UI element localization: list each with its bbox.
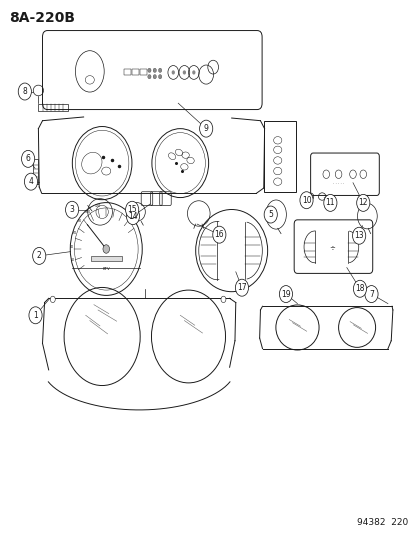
Circle shape	[279, 286, 292, 303]
Circle shape	[24, 173, 38, 190]
Circle shape	[263, 206, 277, 223]
Circle shape	[153, 68, 156, 72]
Text: 9: 9	[203, 124, 208, 133]
Text: 17: 17	[237, 283, 246, 292]
Circle shape	[364, 286, 377, 303]
Circle shape	[50, 296, 55, 303]
Text: 8: 8	[22, 87, 27, 96]
Text: 8A-220B: 8A-220B	[9, 11, 76, 25]
FancyBboxPatch shape	[91, 256, 121, 261]
Circle shape	[29, 307, 42, 324]
Circle shape	[18, 83, 31, 100]
Text: 20: 20	[71, 259, 75, 262]
Circle shape	[153, 75, 156, 79]
Text: 14: 14	[128, 212, 138, 221]
Circle shape	[352, 227, 365, 244]
Text: 40: 40	[70, 245, 74, 249]
Text: · · · · ·: · · · · ·	[332, 182, 343, 187]
Text: 120: 120	[94, 205, 100, 208]
Circle shape	[299, 192, 312, 209]
Text: 3: 3	[69, 205, 74, 214]
Circle shape	[103, 245, 109, 253]
Text: 18: 18	[354, 284, 364, 293]
Text: 7: 7	[368, 289, 373, 298]
Circle shape	[353, 280, 366, 297]
Text: 6: 6	[26, 155, 31, 164]
Circle shape	[182, 70, 185, 75]
Text: 60: 60	[72, 231, 76, 235]
Circle shape	[221, 296, 225, 303]
Text: 94382  220: 94382 220	[356, 519, 408, 527]
Circle shape	[126, 208, 139, 224]
Text: 16: 16	[214, 230, 223, 239]
Text: 13: 13	[354, 231, 363, 240]
Circle shape	[199, 120, 212, 137]
Circle shape	[125, 201, 138, 218]
Circle shape	[147, 68, 151, 72]
Text: 19: 19	[280, 289, 290, 298]
Text: 4: 4	[28, 177, 33, 186]
Circle shape	[323, 195, 336, 212]
Bar	[140, 69, 147, 75]
Text: 1: 1	[33, 311, 38, 320]
Circle shape	[147, 75, 151, 79]
Bar	[132, 69, 138, 75]
Circle shape	[235, 279, 248, 296]
Text: 11: 11	[325, 198, 334, 207]
Text: 80: 80	[77, 219, 82, 223]
Circle shape	[65, 201, 78, 218]
Text: 15: 15	[127, 205, 137, 214]
Text: 100: 100	[84, 210, 90, 214]
Circle shape	[21, 150, 35, 167]
Text: 12: 12	[358, 198, 367, 207]
Circle shape	[33, 247, 46, 264]
Circle shape	[171, 70, 175, 75]
Text: BTV: BTV	[102, 266, 110, 271]
Text: 2: 2	[37, 252, 41, 261]
Circle shape	[212, 226, 225, 243]
Text: ÷: ÷	[329, 244, 335, 250]
Circle shape	[192, 70, 195, 75]
Text: 5: 5	[268, 210, 273, 219]
Bar	[123, 69, 130, 75]
Text: 10: 10	[301, 196, 311, 205]
Circle shape	[158, 68, 161, 72]
Circle shape	[356, 195, 369, 212]
Circle shape	[158, 75, 161, 79]
